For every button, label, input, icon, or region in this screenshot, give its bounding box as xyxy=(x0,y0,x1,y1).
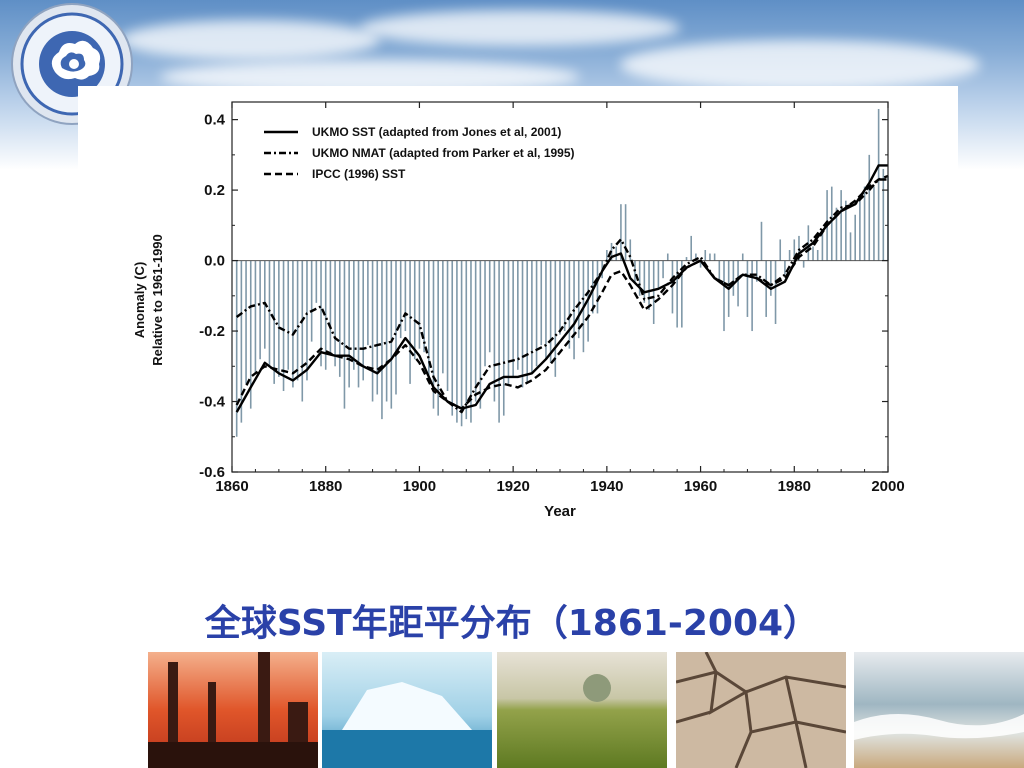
chart-panel: 1860 1880 1900 1920 1940 1960 1980 2000 0.4 0.2 0.… xyxy=(78,86,958,526)
x-tick-label: 1880 xyxy=(309,478,342,495)
legend-label: IPCC (1996) SST xyxy=(312,167,406,181)
y-tick-label: -0.4 xyxy=(199,394,226,411)
series-line xyxy=(235,178,888,414)
legend-label: UKMO NMAT (adapted from Parker et al, 19… xyxy=(312,146,575,160)
series-line xyxy=(235,164,888,413)
y-tick-label: -0.2 xyxy=(199,323,225,340)
green-field-photo-icon xyxy=(497,652,667,768)
industrial-smokestacks-photo-icon xyxy=(148,652,318,768)
x-axis-label: Year xyxy=(544,503,576,520)
y-axis-label: Anomaly (C) xyxy=(132,262,147,339)
legend: UKMO SST (adapted from Jones et al, 2001… xyxy=(264,125,575,181)
legend-label: UKMO SST (adapted from Jones et al, 2001… xyxy=(312,125,561,139)
x-tick-label: 1940 xyxy=(590,478,623,495)
iceberg-photo-icon xyxy=(322,652,492,768)
x-tick-label: 1900 xyxy=(403,478,436,495)
x-tick-label: 1960 xyxy=(684,478,717,495)
y-tick-label: 0.4 xyxy=(204,112,226,129)
ocean-wave-photo-icon xyxy=(854,652,1024,768)
slide-title: 全球SST年距平分布（1861-2004） xyxy=(204,603,820,644)
x-tick-label: 2000 xyxy=(871,478,904,495)
x-tick-label: 1920 xyxy=(496,478,529,495)
sst-anomaly-chart: 1860 1880 1900 1920 1940 1960 1980 2000 0.4 0.2 0.… xyxy=(132,101,905,520)
x-tick-label: 1860 xyxy=(215,478,248,495)
series-line xyxy=(235,174,889,410)
y-axis-sublabel: Relative to 1961-1990 xyxy=(150,234,165,366)
series-group xyxy=(235,164,889,414)
cloud xyxy=(360,10,680,46)
y-tick-label: 0.0 xyxy=(204,253,225,270)
ticks: 1860 1880 1900 1920 1940 1960 1980 2000 0.4 0.2 0.… xyxy=(199,102,905,495)
cracked-dry-earth-photo-icon xyxy=(676,652,846,768)
y-tick-label: -0.6 xyxy=(199,464,225,481)
cloud xyxy=(120,20,380,60)
cloud xyxy=(620,40,980,90)
x-tick-label: 1980 xyxy=(778,478,811,495)
y-tick-label: 0.2 xyxy=(204,182,225,199)
